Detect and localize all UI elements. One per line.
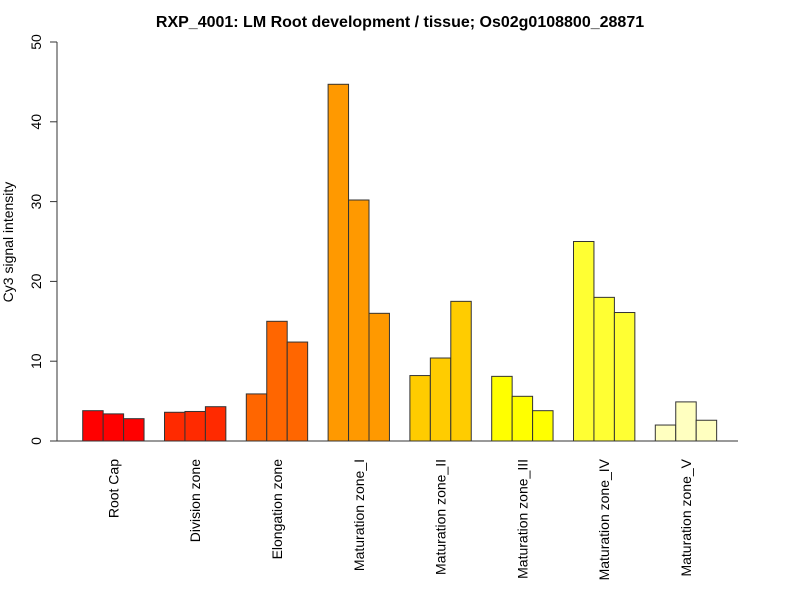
- bar: [286, 341, 309, 442]
- y-axis: 0 10 20 30 40 50: [28, 34, 58, 445]
- bar: [511, 395, 534, 442]
- category-label: Division zone: [187, 459, 203, 542]
- bar: [491, 375, 513, 442]
- bar: [123, 418, 145, 442]
- bar: [266, 320, 288, 442]
- category-label: Maturation zone_II: [433, 459, 449, 575]
- bar: [573, 241, 595, 442]
- bar: [204, 406, 227, 442]
- category-label: Elongation zone: [269, 459, 285, 560]
- bar: [429, 357, 452, 442]
- bar: [327, 83, 350, 442]
- bar: [409, 375, 431, 442]
- chart-title: RXP_4001: LM Root development / tissue; …: [156, 14, 644, 31]
- bar: [82, 410, 104, 442]
- bar: [368, 312, 390, 442]
- bar: [675, 401, 697, 442]
- bar: [348, 199, 370, 442]
- bar: [532, 410, 554, 442]
- category-label: Maturation zone_IV: [596, 458, 612, 580]
- y-tick-label: 20: [28, 273, 44, 289]
- bar: [654, 424, 677, 442]
- category-label: Maturation zone_V: [678, 458, 694, 576]
- bars: [82, 83, 718, 442]
- bar: [245, 393, 268, 442]
- bar: [102, 413, 125, 442]
- y-tick-label: 10: [28, 353, 44, 369]
- y-tick-label: 30: [28, 194, 44, 210]
- y-tick-label: 40: [28, 114, 44, 130]
- bar: [164, 411, 186, 442]
- bar: [184, 410, 206, 442]
- bar: [695, 419, 718, 442]
- bar: [613, 312, 636, 442]
- category-label: Maturation zone_III: [514, 459, 530, 579]
- y-axis-label: Cy3 signal intensity: [0, 182, 16, 303]
- bar: [450, 300, 472, 442]
- category-label: Maturation zone_I: [351, 459, 367, 571]
- y-tick-label: 50: [28, 34, 44, 50]
- bar: [593, 296, 615, 442]
- category-labels: Root Cap Division zone Elongation zone Matu…: [105, 458, 694, 580]
- y-tick-label: 0: [28, 437, 44, 445]
- category-label: Root Cap: [105, 459, 121, 518]
